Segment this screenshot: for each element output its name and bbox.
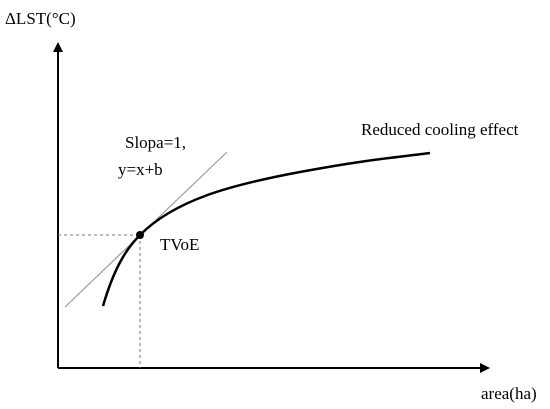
curve-label: Reduced cooling effect <box>361 120 519 139</box>
tvoe-point <box>136 231 144 239</box>
curve <box>101 151 431 307</box>
tangent-label: Slopa=1, <box>125 133 186 152</box>
y-axis-label: ΔLST(°C) <box>5 9 76 28</box>
tangent-equation: y=x+b <box>118 160 163 179</box>
point-label: TVoE <box>160 235 199 254</box>
x-axis-label: area(ha) <box>481 384 537 403</box>
